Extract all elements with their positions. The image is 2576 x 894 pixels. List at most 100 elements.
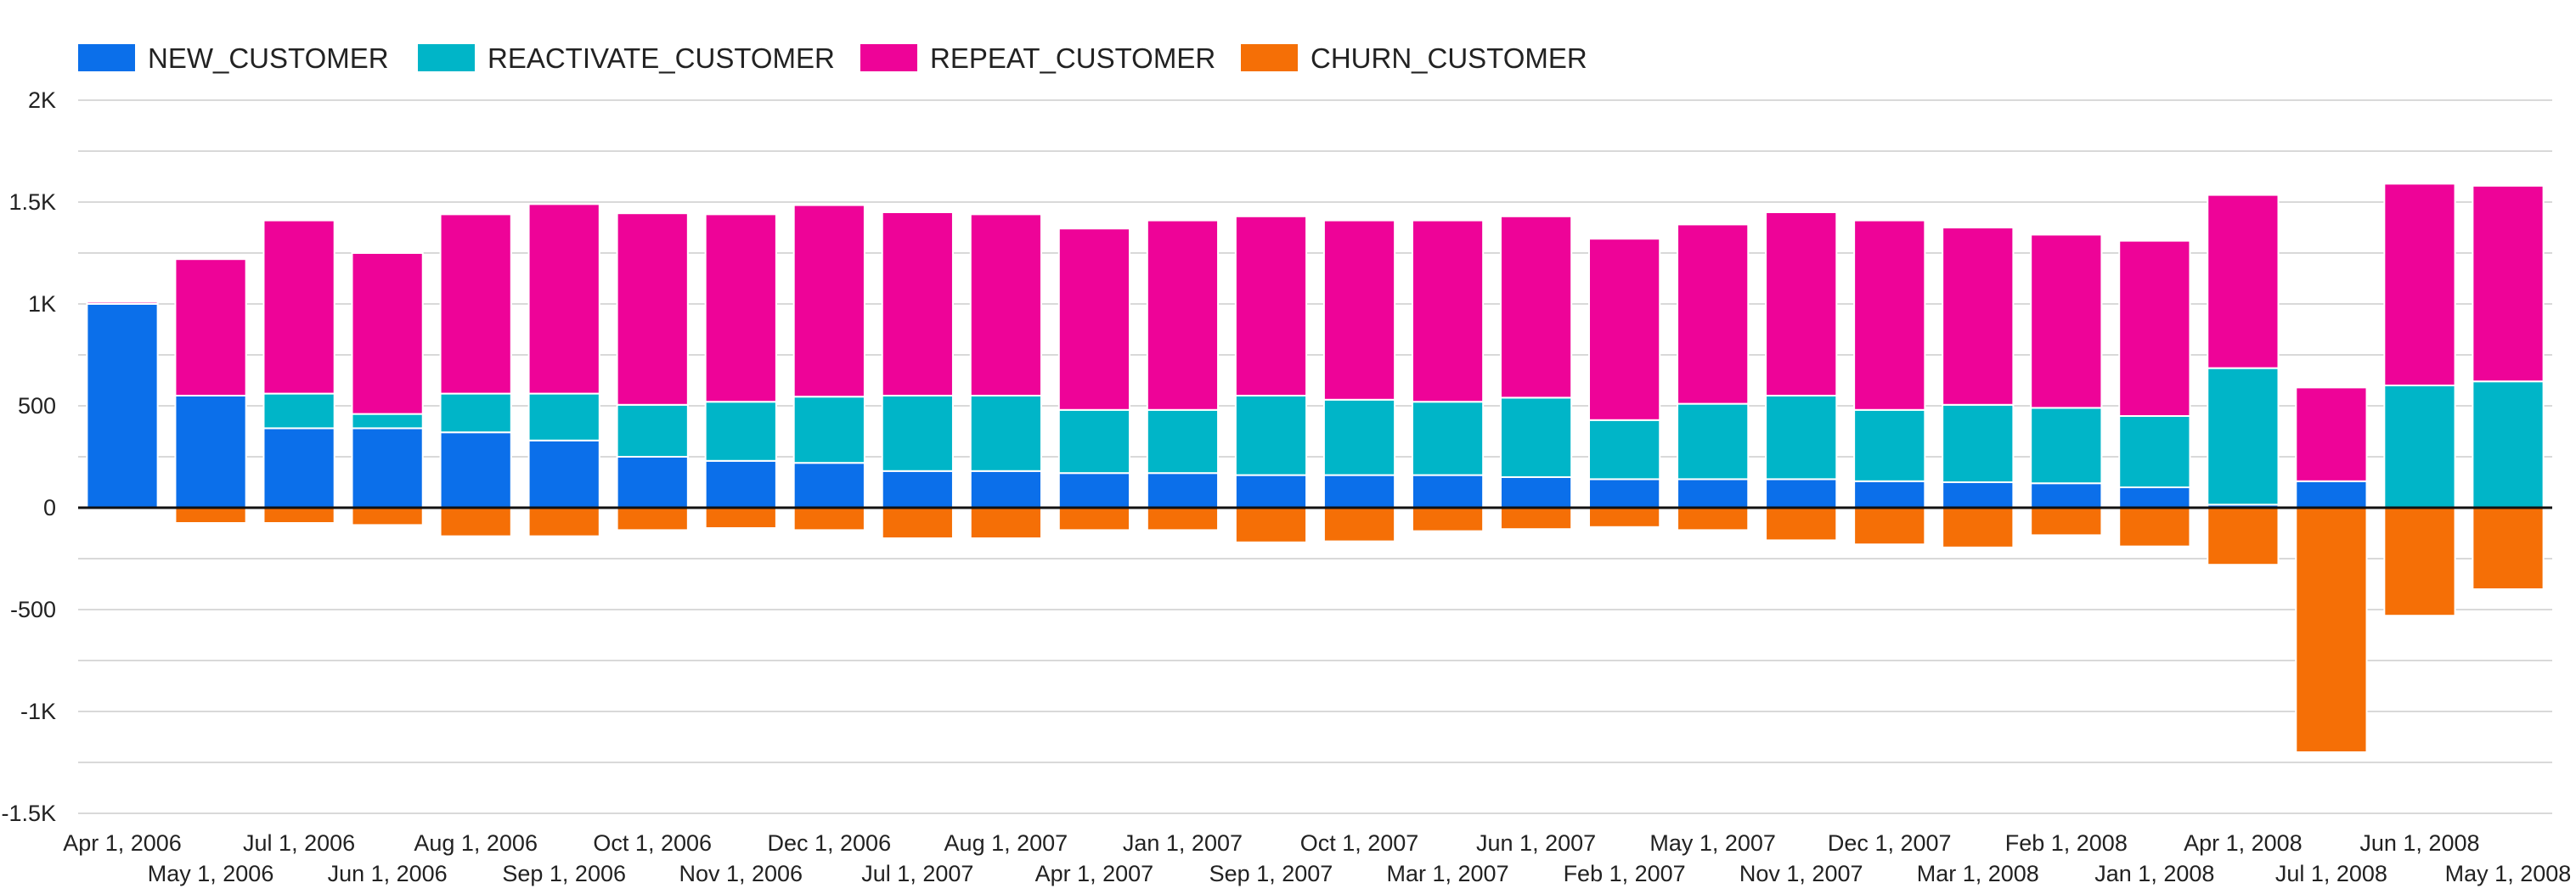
bar-segment-repeat-customer[interactable] xyxy=(262,219,335,395)
bar-segment-reactivate-customer[interactable] xyxy=(262,392,335,430)
bar-segment-repeat-customer[interactable] xyxy=(174,258,247,397)
bar-segment-reactivate-customer[interactable] xyxy=(351,413,424,430)
bar-segment-new-customer[interactable] xyxy=(2030,482,2103,509)
bar-segment-churn-customer[interactable] xyxy=(1234,507,1308,543)
bar-segment-new-customer[interactable] xyxy=(1057,472,1131,509)
bar-segment-churn-customer[interactable] xyxy=(616,507,689,531)
bar-segment-repeat-customer[interactable] xyxy=(351,252,424,415)
bar-segment-new-customer[interactable] xyxy=(174,395,247,509)
bar-segment-new-customer[interactable] xyxy=(1765,478,1838,509)
bar-segment-churn-customer[interactable] xyxy=(881,507,954,539)
bar-segment-new-customer[interactable] xyxy=(1942,481,2015,509)
bar-segment-new-customer[interactable] xyxy=(2118,486,2191,509)
bar-segment-new-customer[interactable] xyxy=(351,427,424,509)
bar-segment-churn-customer[interactable] xyxy=(2295,507,2368,753)
bar-segment-repeat-customer[interactable] xyxy=(2295,386,2368,482)
bar-segment-repeat-customer[interactable] xyxy=(527,203,600,395)
bar-segment-new-customer[interactable] xyxy=(1234,474,1308,509)
bar-segment-repeat-customer[interactable] xyxy=(2030,233,2103,409)
bar-segment-reactivate-customer[interactable] xyxy=(881,395,954,472)
bar-segment-repeat-customer[interactable] xyxy=(616,212,689,406)
bar-segment-repeat-customer[interactable] xyxy=(881,211,954,396)
bar-segment-reactivate-customer[interactable] xyxy=(1234,395,1308,476)
bar-segment-repeat-customer[interactable] xyxy=(2118,239,2191,417)
bar-segment-new-customer[interactable] xyxy=(616,456,689,509)
bar-segment-new-customer[interactable] xyxy=(1499,476,1573,509)
bar-segment-reactivate-customer[interactable] xyxy=(2118,415,2191,488)
bar-segment-reactivate-customer[interactable] xyxy=(2472,380,2545,509)
bar-segment-churn-customer[interactable] xyxy=(2472,507,2545,590)
bar-segment-repeat-customer[interactable] xyxy=(1146,219,1220,411)
bar-segment-new-customer[interactable] xyxy=(792,462,865,509)
bar-segment-new-customer[interactable] xyxy=(86,303,159,509)
bar-segment-repeat-customer[interactable] xyxy=(1588,238,1661,421)
bar-segment-churn-customer[interactable] xyxy=(1765,507,1838,542)
bar-segment-reactivate-customer[interactable] xyxy=(2383,385,2456,509)
bar-segment-reactivate-customer[interactable] xyxy=(616,403,689,458)
bar-segment-reactivate-customer[interactable] xyxy=(1057,408,1131,475)
bar-segment-reactivate-customer[interactable] xyxy=(2207,367,2280,506)
bar-segment-new-customer[interactable] xyxy=(439,431,512,509)
bar-segment-repeat-customer[interactable] xyxy=(792,204,865,398)
bar-segment-new-customer[interactable] xyxy=(1322,474,1396,509)
bar-segment-churn-customer[interactable] xyxy=(2207,507,2280,566)
bar-segment-churn-customer[interactable] xyxy=(2030,507,2103,537)
bar-segment-churn-customer[interactable] xyxy=(1588,507,1661,528)
bar-segment-churn-customer[interactable] xyxy=(1411,507,1485,532)
bar-segment-reactivate-customer[interactable] xyxy=(704,401,777,462)
bar-segment-churn-customer[interactable] xyxy=(1942,507,2015,548)
bar-segment-new-customer[interactable] xyxy=(1146,472,1220,509)
bar-segment-churn-customer[interactable] xyxy=(262,507,335,524)
bar-segment-repeat-customer[interactable] xyxy=(969,213,1042,396)
bar-segment-churn-customer[interactable] xyxy=(439,507,512,537)
bar-segment-repeat-customer[interactable] xyxy=(1234,215,1308,396)
bar-segment-reactivate-customer[interactable] xyxy=(1588,419,1661,481)
bar-segment-repeat-customer[interactable] xyxy=(1411,219,1485,403)
bar-segment-new-customer[interactable] xyxy=(1677,478,1750,509)
bar-segment-churn-customer[interactable] xyxy=(1322,507,1396,543)
bar-segment-churn-customer[interactable] xyxy=(351,507,424,526)
bar-segment-churn-customer[interactable] xyxy=(1146,507,1220,531)
bar-segment-new-customer[interactable] xyxy=(881,469,954,509)
bar-segment-repeat-customer[interactable] xyxy=(1322,219,1396,401)
bar-segment-reactivate-customer[interactable] xyxy=(1677,402,1750,481)
bar-segment-reactivate-customer[interactable] xyxy=(527,392,600,441)
bar-segment-churn-customer[interactable] xyxy=(704,507,777,529)
bar-segment-repeat-customer[interactable] xyxy=(1942,227,2015,406)
bar-segment-new-customer[interactable] xyxy=(1588,478,1661,509)
bar-segment-reactivate-customer[interactable] xyxy=(1942,403,2015,483)
bar-segment-churn-customer[interactable] xyxy=(1853,507,1926,546)
bar-segment-churn-customer[interactable] xyxy=(969,507,1042,539)
bar-segment-churn-customer[interactable] xyxy=(174,507,247,524)
bar-segment-reactivate-customer[interactable] xyxy=(1411,401,1485,476)
bar-segment-new-customer[interactable] xyxy=(704,459,777,509)
bar-segment-churn-customer[interactable] xyxy=(527,507,600,537)
bar-segment-churn-customer[interactable] xyxy=(2118,507,2191,548)
bar-segment-new-customer[interactable] xyxy=(2295,480,2368,509)
bar-segment-repeat-customer[interactable] xyxy=(86,301,159,306)
bar-segment-reactivate-customer[interactable] xyxy=(1853,408,1926,482)
bar-segment-repeat-customer[interactable] xyxy=(1057,228,1131,411)
bar-segment-reactivate-customer[interactable] xyxy=(1146,408,1220,475)
bar-segment-repeat-customer[interactable] xyxy=(1765,211,1838,396)
bar-segment-new-customer[interactable] xyxy=(969,469,1042,509)
bar-segment-repeat-customer[interactable] xyxy=(2472,184,2545,383)
bar-segment-repeat-customer[interactable] xyxy=(439,213,512,395)
bar-segment-new-customer[interactable] xyxy=(262,427,335,509)
bar-segment-reactivate-customer[interactable] xyxy=(792,396,865,464)
bar-segment-repeat-customer[interactable] xyxy=(1499,215,1573,399)
bar-segment-new-customer[interactable] xyxy=(1853,480,1926,509)
bar-segment-repeat-customer[interactable] xyxy=(1853,219,1926,411)
bar-segment-repeat-customer[interactable] xyxy=(2207,194,2280,369)
bar-segment-repeat-customer[interactable] xyxy=(2383,183,2456,386)
bar-segment-churn-customer[interactable] xyxy=(1057,507,1131,531)
bar-segment-repeat-customer[interactable] xyxy=(704,213,777,403)
bar-segment-churn-customer[interactable] xyxy=(1499,507,1573,531)
bar-segment-reactivate-customer[interactable] xyxy=(439,392,512,434)
bar-segment-churn-customer[interactable] xyxy=(2383,507,2456,617)
bar-segment-reactivate-customer[interactable] xyxy=(969,395,1042,472)
bar-segment-repeat-customer[interactable] xyxy=(1677,223,1750,405)
bar-segment-reactivate-customer[interactable] xyxy=(2030,407,2103,485)
bar-segment-churn-customer[interactable] xyxy=(792,507,865,531)
bar-segment-reactivate-customer[interactable] xyxy=(1322,398,1396,476)
